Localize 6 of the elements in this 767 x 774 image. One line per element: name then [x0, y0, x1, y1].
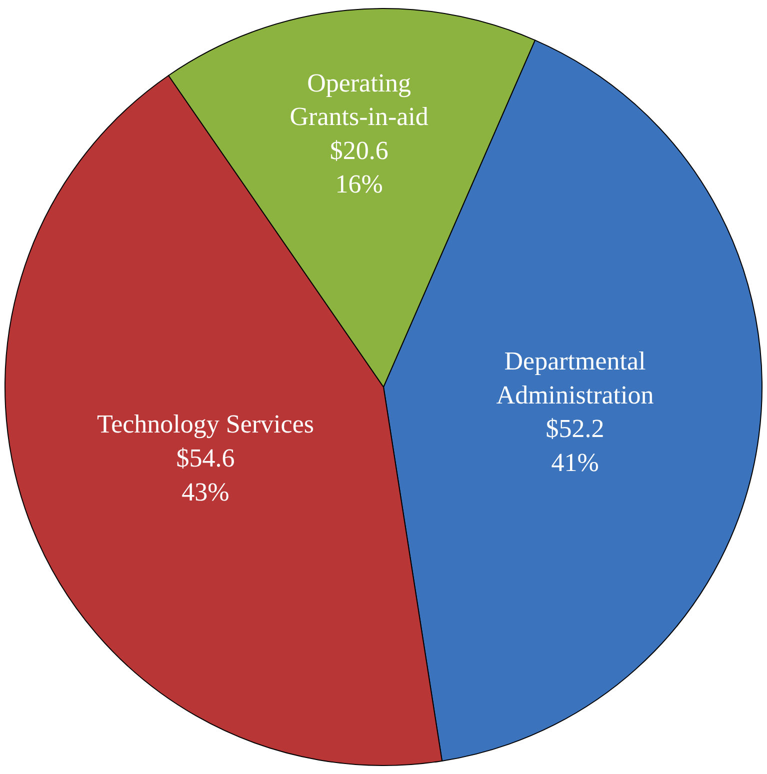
slice-label: Technology Services	[97, 410, 314, 439]
slice-label: Operating Grants-in-aid	[290, 68, 428, 132]
data-label: $20.6 16%	[330, 136, 388, 199]
data-label: $52.2 41%	[546, 414, 604, 477]
data-label: $54.6 43%	[176, 444, 235, 506]
slice-label: Departmental Administration	[496, 346, 654, 410]
